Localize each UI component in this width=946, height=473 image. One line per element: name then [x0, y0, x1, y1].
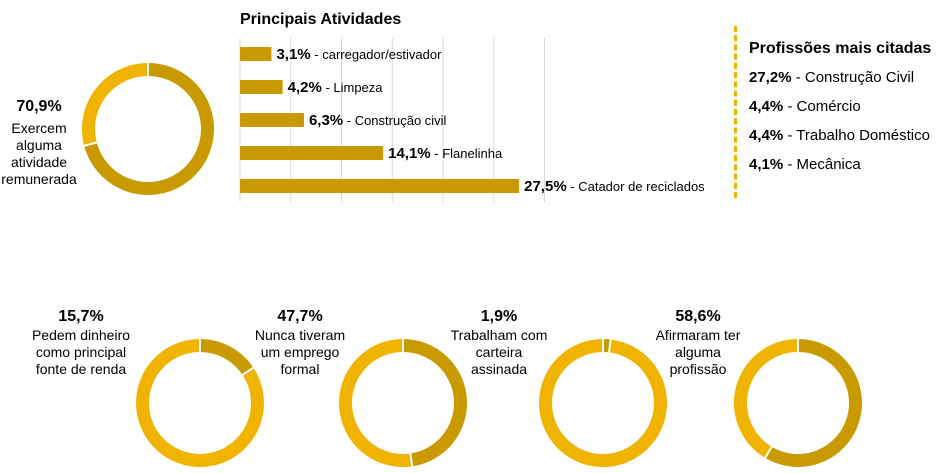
stat-desc-line: Exercem	[11, 120, 67, 136]
bar	[240, 80, 283, 94]
profession-item: 4,4% - Trabalho Doméstico	[749, 127, 930, 144]
stat-description-alguma-profissao: Afirmaram ter alguma profissão	[642, 327, 754, 378]
bar-category-label: - Catador de reciclados	[567, 179, 706, 194]
donut-slice-remaining	[539, 339, 667, 467]
bar-chart-principais-atividades: 3,1% - carregador/estivador 4,2% - Limpez…	[239, 38, 705, 202]
donut-separator	[409, 453, 414, 467]
bar-label: 3,1% - carregador/estivador	[276, 46, 442, 63]
stat-desc-line: um emprego	[260, 344, 340, 360]
stat-desc-line: Trabalham com	[450, 327, 548, 343]
donut-slice-remaining	[82, 63, 149, 146]
professions-separator	[734, 26, 737, 198]
stat-desc-line: alguma	[16, 137, 62, 153]
donut-chart-remunerada	[82, 63, 214, 195]
stat-value-pedem-dinheiro: 15,7%	[58, 308, 104, 325]
stat-desc-line: assinada	[470, 361, 528, 377]
bar-chart-title: Principais Atividades	[240, 11, 402, 28]
profession-label: - Comércio	[783, 98, 861, 115]
profession-value: 27,2%	[749, 69, 792, 86]
profession-label: - Mecânica	[783, 156, 861, 173]
stat-description-carteira-assinada: Trabalham com carteira assinada	[443, 327, 555, 378]
profession-item: 4,4% - Comércio	[749, 98, 861, 115]
bar-label: 14,1% - Flanelinha	[388, 145, 503, 162]
donut-slice-remaining	[339, 339, 413, 467]
profession-value: 4,4%	[749, 98, 784, 115]
stat-desc-line: como principal	[35, 344, 127, 360]
bar-category-label: - carregador/estivador	[311, 47, 442, 62]
donut-chart-pedem-dinheiro	[136, 339, 264, 467]
profession-label: - Construção Civil	[791, 69, 915, 86]
stat-desc-line: profissão	[669, 361, 727, 377]
donut-slice-value	[199, 339, 254, 376]
bar-label: 27,5% - Catador de reciclados	[524, 178, 705, 195]
donut-slice-value	[765, 339, 862, 467]
profession-value: 4,1%	[749, 156, 784, 173]
donut-slice-remaining	[136, 339, 264, 467]
profession-item: 4,1% - Mecânica	[749, 156, 861, 173]
stat-value-remunerada: 70,9%	[16, 98, 62, 115]
bar-category-label: - Construção civil	[343, 113, 446, 128]
donut-slice-value	[402, 339, 467, 467]
stat-desc-line: formal	[280, 361, 320, 377]
profession-value: 4,4%	[749, 127, 784, 144]
donut-chart-alguma-profissao	[734, 339, 862, 467]
donut-separator	[83, 141, 98, 147]
bar	[240, 113, 304, 127]
bar-value-label: 14,1%	[388, 145, 431, 162]
bar	[240, 179, 520, 193]
bar-value-label: 4,2%	[288, 79, 322, 96]
stat-description-pedem-dinheiro: Pedem dinheiro como principal fonte de r…	[25, 327, 137, 378]
donut-separator	[241, 366, 254, 376]
stat-desc-line: remunerada	[1, 171, 77, 187]
professions-title: Profissões mais citadas	[749, 40, 932, 57]
stat-desc-line: Pedem dinheiro	[31, 327, 131, 343]
stat-description-remunerada: Exercem alguma atividade remunerada	[0, 120, 78, 188]
stat-desc-line: Afirmaram ter	[655, 327, 741, 343]
stat-description-emprego-formal: Nunca tiveram um emprego formal	[244, 327, 356, 378]
bar-value-label: 3,1%	[276, 46, 310, 63]
donut-chart-emprego-formal	[339, 339, 467, 467]
donut-slice-remaining	[734, 339, 799, 458]
bar-category-label: - Flanelinha	[431, 146, 503, 161]
donut-separator	[764, 446, 773, 459]
donut-slice-value	[84, 63, 214, 195]
donut-separator	[608, 339, 612, 353]
stat-desc-line: atividade	[10, 154, 68, 170]
stat-value-carteira-assinada: 1,9%	[480, 308, 518, 325]
stat-value-alguma-profissao: 58,6%	[675, 308, 721, 325]
donut-chart-carteira-assinada	[539, 339, 667, 467]
profession-item: 27,2% - Construção Civil	[749, 69, 914, 86]
stat-desc-line: alguma	[675, 344, 721, 360]
stat-value-emprego-formal: 47,7%	[277, 308, 323, 325]
stat-desc-line: Nunca tiveram	[254, 327, 346, 343]
bar-value-label: 27,5%	[524, 178, 567, 195]
stat-desc-line: carteira	[475, 344, 523, 360]
bar-label: 4,2% - Limpeza	[288, 79, 384, 96]
bar-category-label: - Limpeza	[322, 80, 383, 95]
bar	[240, 47, 272, 61]
bar-label: 6,3% - Construção civil	[309, 112, 447, 129]
profession-label: - Trabalho Doméstico	[783, 127, 930, 144]
bar	[240, 146, 384, 160]
stat-desc-line: fonte de renda	[35, 361, 127, 377]
bar-value-label: 6,3%	[309, 112, 343, 129]
